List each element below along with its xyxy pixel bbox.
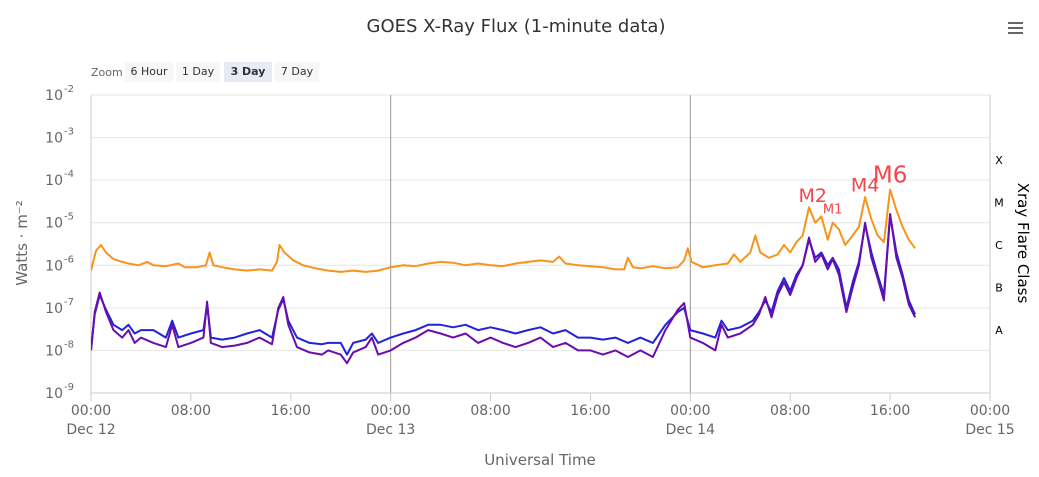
x-tick-label: 08:00	[770, 403, 810, 419]
flare-class-label: A	[995, 324, 1003, 337]
flare-annotation: M4	[851, 175, 879, 197]
y-tick-label: 10	[45, 343, 63, 359]
series-line	[91, 188, 916, 273]
zoom-button-label: 3 Day	[231, 65, 266, 78]
y-tick-label: 10	[45, 386, 63, 402]
x-tick-label: 00:00	[670, 403, 710, 419]
zoom-button-7-day[interactable]: 7 Day	[275, 62, 319, 82]
x-tick-label: 00:00	[970, 403, 1010, 419]
series-line	[91, 214, 917, 356]
zoom-button-1-day[interactable]: 1 Day	[176, 62, 220, 82]
zoom-label: Zoom	[91, 66, 123, 79]
x-tick-date-label: Dec 15	[965, 422, 1014, 438]
x-tick-date-label: Dec 13	[366, 422, 415, 438]
x-axis-title: Universal Time	[484, 451, 596, 469]
x-tick-label: 16:00	[870, 403, 910, 419]
flare-axis-title: Xray Flare Class	[1014, 183, 1032, 304]
flare-class-label: B	[995, 282, 1003, 295]
series-line	[91, 213, 916, 365]
zoom-button-label: 6 Hour	[131, 65, 168, 78]
menu-button[interactable]	[1008, 22, 1023, 34]
x-tick-date-label: Dec 12	[66, 422, 115, 438]
y-tick-label: 10	[45, 258, 63, 274]
flare-annotation: M6	[873, 163, 907, 189]
x-tick-label: 08:00	[470, 403, 510, 419]
x-tick-label: 08:00	[171, 403, 211, 419]
y-tick-exponent: -4	[64, 169, 74, 180]
plot-area: 10-210-310-410-510-610-710-810 -900:00Dec…	[45, 84, 1015, 438]
flare-class-label: C	[995, 239, 1003, 252]
x-tick-label: 16:00	[570, 403, 610, 419]
flare-annotation: M1	[823, 202, 843, 217]
y-tick-label: 10	[45, 216, 63, 232]
x-tick-label: 16:00	[271, 403, 311, 419]
flare-class-label: X	[995, 154, 1003, 167]
zoom-button-6-hour[interactable]: 6 Hour	[125, 62, 173, 82]
y-tick-exponent: -5	[64, 212, 74, 223]
zoom-bar: Zoom 6 Hour 1 Day 3 Day 7 Day	[91, 62, 319, 82]
zoom-button-label: 1 Day	[182, 65, 215, 78]
chart-title: GOES X-Ray Flux (1-minute data)	[367, 16, 666, 37]
x-tick-date-label: Dec 14	[666, 422, 715, 438]
y-tick-label: 10	[45, 131, 63, 147]
flare-class-label: M	[994, 196, 1004, 209]
y-tick-exponent: -9	[64, 382, 74, 393]
zoom-button-label: 7 Day	[281, 65, 314, 78]
x-tick-label: 00:00	[370, 403, 410, 419]
y-tick-label: 10	[45, 173, 63, 189]
flare-annotation: M2	[798, 185, 826, 207]
hamburger-menu-icon	[1008, 22, 1023, 34]
y-tick-exponent: -6	[64, 254, 74, 265]
y-tick-label: 10	[45, 301, 63, 317]
x-tick-label: 00:00	[71, 403, 111, 419]
y-tick-exponent: -3	[64, 127, 74, 138]
zoom-button-3-day[interactable]: 3 Day	[224, 62, 272, 82]
y-tick-exponent: -7	[64, 297, 74, 308]
y-axis-title: Watts · m⁻²	[13, 200, 31, 286]
y-tick-exponent: -8	[64, 339, 74, 350]
y-tick-label: 10	[45, 88, 63, 104]
y-tick-exponent: -2	[64, 84, 74, 95]
